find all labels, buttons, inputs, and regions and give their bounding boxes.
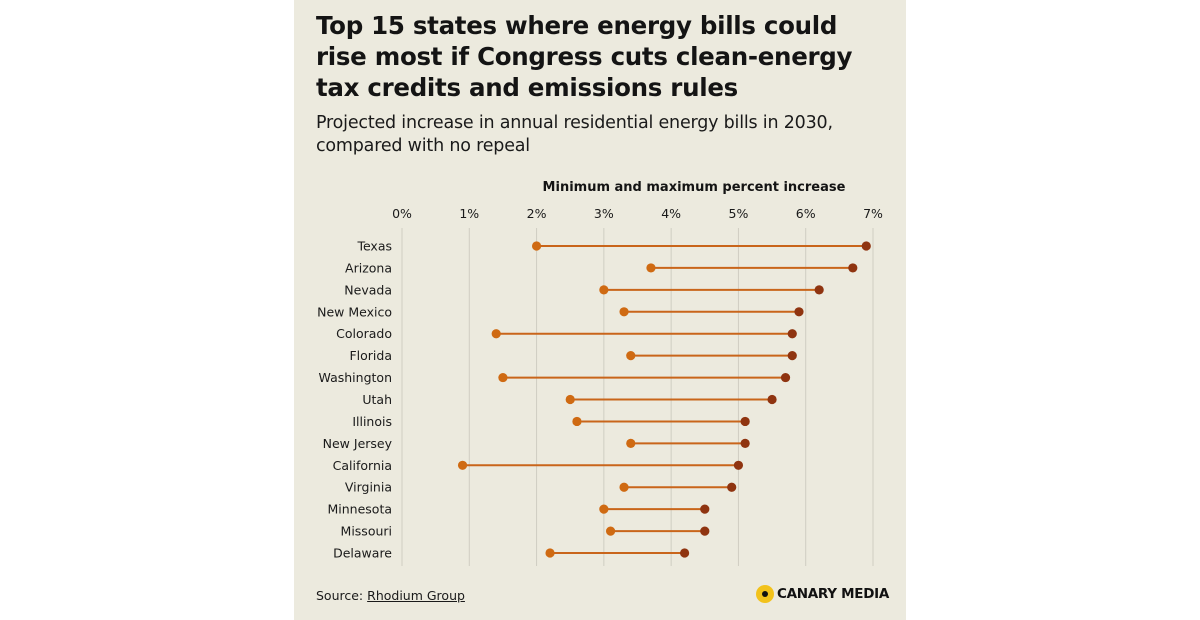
brand-logo: CANARY MEDIA — [756, 582, 889, 606]
min-point — [565, 394, 575, 405]
min-point — [599, 504, 609, 514]
max-point — [700, 526, 710, 536]
min-point — [646, 263, 656, 273]
state-label: Nevada — [344, 282, 392, 297]
max-point — [814, 285, 824, 295]
x-tick-label: 0% — [392, 206, 412, 221]
min-point — [626, 351, 636, 361]
state-row: New Mexico — [317, 304, 804, 319]
max-point — [861, 241, 871, 251]
source-note: Source: Rhodium Group — [316, 588, 465, 603]
max-point — [767, 394, 777, 405]
x-tick-label: 6% — [796, 206, 816, 221]
state-row: Texas — [356, 239, 871, 254]
x-tick-label: 5% — [729, 206, 749, 221]
state-label: Florida — [349, 348, 392, 363]
state-row: Nevada — [344, 282, 824, 297]
state-row: Delaware — [333, 546, 690, 561]
state-label: New Jersey — [323, 436, 393, 451]
min-point — [605, 526, 616, 536]
max-point — [787, 329, 797, 339]
state-row: Colorado — [336, 326, 797, 341]
max-point — [733, 460, 744, 470]
x-tick-label: 2% — [527, 206, 547, 221]
state-row: Utah — [362, 392, 777, 407]
state-label: Texas — [356, 239, 392, 254]
source-link[interactable]: Rhodium Group — [367, 588, 465, 603]
state-label: Minnesota — [327, 502, 392, 517]
state-row: Illinois — [352, 414, 750, 429]
state-label: Virginia — [345, 480, 392, 495]
state-row: Washington — [319, 370, 791, 385]
axis-title: Minimum and maximum percent increase — [543, 180, 846, 195]
state-label: Utah — [362, 392, 392, 407]
max-point — [787, 351, 797, 361]
gridlines — [401, 228, 874, 566]
x-tick-labels: 0% 1% 2% 3% 4% 5% 6% 7% — [392, 206, 883, 221]
state-label: Colorado — [336, 326, 392, 341]
min-point — [531, 241, 542, 251]
dumbbell-chart: Minimum and maximum percent increase 0% 1… — [317, 180, 883, 566]
state-row: Florida — [349, 348, 797, 363]
state-row: Virginia — [345, 480, 737, 495]
max-point — [727, 482, 737, 492]
max-point — [848, 263, 858, 273]
state-label: California — [333, 458, 392, 473]
state-rows: Texas Arizona Nevada New Mexico Colorado Flor… — [317, 239, 871, 561]
min-point — [498, 372, 508, 383]
min-point — [572, 416, 582, 427]
state-row: Arizona — [345, 260, 858, 275]
chart-title: Top 15 states where energy bills could r… — [316, 11, 853, 102]
min-point — [599, 285, 609, 295]
max-point — [780, 372, 791, 383]
canary-logo-icon — [756, 585, 774, 603]
brand-name: CANARY MEDIA — [777, 586, 889, 602]
min-point — [545, 548, 555, 558]
x-tick-label: 3% — [594, 206, 614, 221]
state-label: Delaware — [333, 546, 392, 561]
state-label: Arizona — [345, 260, 392, 275]
state-label: Washington — [319, 370, 392, 385]
chart-subtitle: Projected increase in annual residential… — [316, 113, 833, 156]
min-point — [626, 438, 636, 448]
state-label: Illinois — [352, 414, 392, 429]
x-tick-label: 4% — [661, 206, 681, 221]
min-point — [619, 307, 629, 317]
state-row: California — [333, 458, 744, 473]
state-row: New Jersey — [323, 436, 750, 451]
state-row: Minnesota — [327, 502, 710, 517]
x-tick-label: 7% — [863, 206, 883, 221]
min-point — [457, 460, 468, 470]
state-label: New Mexico — [317, 304, 392, 319]
state-label: Missouri — [341, 524, 392, 539]
x-tick-label: 1% — [459, 206, 479, 221]
state-row: Missouri — [341, 524, 710, 539]
min-point — [491, 329, 501, 339]
max-point — [680, 548, 690, 558]
max-point — [700, 504, 710, 514]
max-point — [740, 416, 750, 427]
max-point — [794, 307, 804, 317]
min-point — [619, 482, 629, 492]
chart-card: Top 15 states where energy bills could r… — [294, 0, 906, 620]
source-label: Source: — [316, 588, 364, 603]
max-point — [740, 438, 750, 448]
